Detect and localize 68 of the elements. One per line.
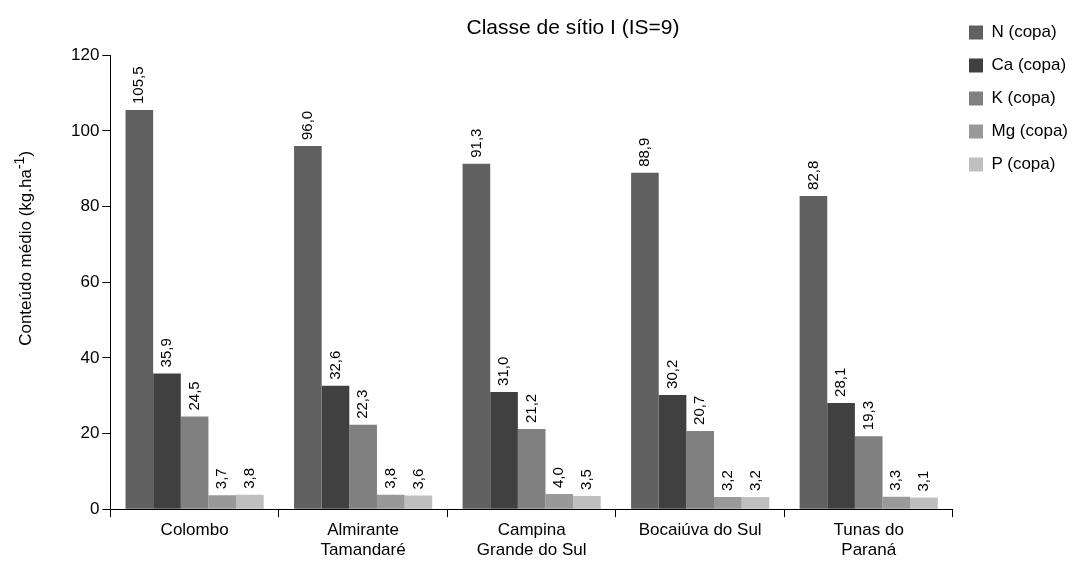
bar: [517, 428, 546, 509]
bar: [631, 172, 659, 509]
bar: [462, 163, 491, 509]
bar: [714, 497, 742, 509]
x-tick-label: Colombo: [160, 520, 229, 540]
y-tick-label: 40: [80, 347, 100, 367]
bar: [180, 416, 209, 509]
data-label: 31,0: [494, 356, 512, 386]
y-tick-label: 120: [70, 44, 100, 64]
data-label: 32,6: [325, 350, 343, 380]
data-label: 3,8: [240, 467, 258, 489]
data-label: 82,8: [803, 160, 821, 190]
bar: [490, 391, 518, 509]
bar: [376, 494, 405, 509]
bar: [321, 385, 350, 509]
data-label: 21,2: [521, 393, 539, 423]
data-label: 28,1: [831, 367, 849, 397]
data-label: 3,2: [717, 470, 735, 492]
data-label: 20,7: [690, 395, 708, 425]
bar: [153, 373, 181, 509]
data-label: 4,0: [549, 467, 567, 489]
legend-label: N (copa): [991, 22, 1057, 42]
data-label: 24,5: [184, 381, 202, 411]
legend-label: K (copa): [991, 88, 1056, 108]
data-label: 3,3: [886, 469, 904, 491]
data-label: 3,1: [914, 470, 932, 492]
bar: [349, 424, 377, 509]
data-label: 96,0: [298, 110, 316, 140]
x-tick-label: Tunas do Paraná: [833, 520, 904, 560]
data-label: 30,2: [662, 359, 680, 389]
data-label: 91,3: [466, 128, 484, 158]
data-label: 19,3: [858, 400, 876, 431]
bar: [125, 110, 154, 509]
legend-label: P (copa): [991, 154, 1056, 174]
bar: [573, 495, 601, 509]
bar: [658, 394, 687, 509]
bar: [799, 195, 828, 509]
y-tick-label: 80: [80, 196, 100, 216]
bar: [910, 497, 938, 509]
y-tick-label: 100: [70, 120, 100, 140]
data-label: 35,9: [157, 338, 175, 368]
data-label: 22,3: [353, 389, 371, 419]
x-tick-label: Campina Grande do Sul: [476, 520, 587, 560]
data-label: 3,8: [380, 467, 398, 489]
bar: [741, 497, 770, 509]
y-tick-label: 20: [80, 423, 100, 443]
bar: [545, 494, 574, 509]
y-tick-label: 60: [80, 271, 100, 291]
bar: [686, 430, 715, 509]
data-label: 3,7: [212, 468, 230, 490]
data-label: 3,6: [408, 468, 426, 490]
data-label: 105,5: [129, 66, 147, 105]
legend-label: Mg (copa): [991, 121, 1069, 141]
x-tick-label: Bocaiúva do Sul: [638, 520, 762, 540]
bar: [827, 402, 855, 509]
chart-title: Classe de sítio I (IS=9): [466, 15, 680, 39]
x-tick-label: Almirante Tamandaré: [320, 520, 406, 560]
bar: [294, 146, 322, 509]
data-label: 3,5: [577, 469, 595, 490]
bar: [404, 495, 433, 509]
legend-label: Ca (copa): [991, 55, 1067, 75]
bar: [208, 495, 237, 509]
data-label: 88,9: [635, 137, 653, 167]
data-label: 3,2: [745, 470, 763, 492]
bar: [236, 494, 264, 509]
bar: [854, 436, 883, 509]
bar: [882, 496, 911, 509]
y-tick-label: 0: [89, 498, 100, 518]
